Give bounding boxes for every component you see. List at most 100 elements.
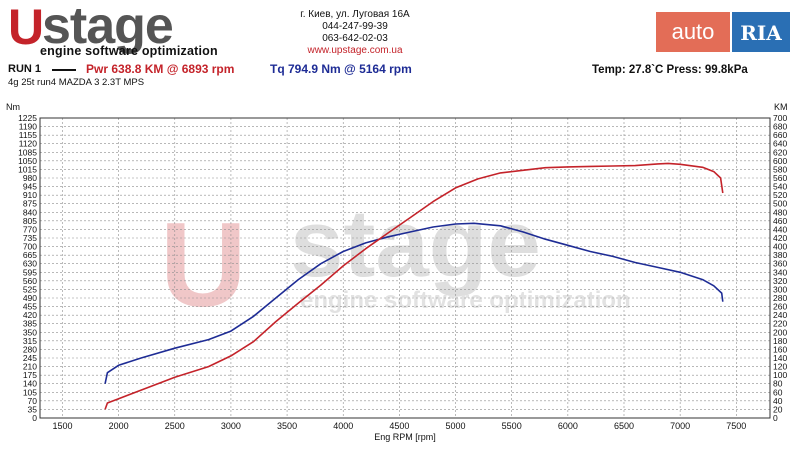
y-left-tick-label: 1190 <box>19 122 38 132</box>
y-left-tick-label: 420 <box>23 310 37 320</box>
y-right-tick-label: 20 <box>773 404 783 414</box>
y-left-tick-label: 140 <box>23 379 37 389</box>
y-left-tick-label: 805 <box>23 216 37 226</box>
y-left-tick-label: 35 <box>28 404 38 414</box>
run-label: RUN 1 <box>8 63 42 75</box>
watermark-u-mark: U <box>160 198 247 332</box>
x-tick-label: 2500 <box>165 421 185 431</box>
y-axis-left-label: Nm <box>6 102 20 112</box>
x-tick-label: 6500 <box>614 421 634 431</box>
y-right-tick-label: 500 <box>773 199 787 209</box>
y-right-tick-label: 120 <box>773 362 787 372</box>
logo-u-mark: U <box>8 0 45 55</box>
y-right-tick-label: 460 <box>773 216 787 226</box>
logo-wordmark: stage <box>42 0 174 55</box>
y-left-tick-label: 315 <box>23 336 37 346</box>
y-left-tick-label: 595 <box>23 267 37 277</box>
y-right-tick-label: 580 <box>773 164 787 174</box>
y-left-tick-label: 280 <box>23 344 37 354</box>
y-left-tick-label: 1225 <box>18 113 37 123</box>
autoria-watermark-auto: auto <box>656 12 730 52</box>
torque-peak-readout: Tq 794.9 Nm @ 5164 rpm <box>270 62 412 76</box>
y-right-tick-label: 0 <box>773 413 778 423</box>
y-right-tick-label: 480 <box>773 207 787 217</box>
y-right-tick-label: 180 <box>773 336 787 346</box>
watermark-wordmark: stage <box>290 190 541 297</box>
y-left-tick-label: 1050 <box>18 156 37 166</box>
y-right-tick-label: 700 <box>773 113 787 123</box>
y-right-tick-label: 520 <box>773 190 787 200</box>
y-right-tick-label: 440 <box>773 224 787 234</box>
chart-watermark: U stage engine software optimization <box>160 190 631 332</box>
y-left-tick-label: 1155 <box>19 130 38 140</box>
power-peak-readout: Pwr 638.8 KM @ 6893 rpm <box>86 62 235 76</box>
y-left-tick-label: 1120 <box>19 139 38 149</box>
y-right-tick-label: 100 <box>773 370 787 380</box>
y-left-tick-label: 490 <box>23 293 37 303</box>
y-left-tick-label: 735 <box>23 233 37 243</box>
y-left-tick-label: 840 <box>23 207 37 217</box>
phone-2: 063-642-02-03 <box>322 33 388 44</box>
y-left-tick-label: 350 <box>23 327 37 337</box>
y-left-tick-label: 770 <box>23 224 37 234</box>
y-left-tick-label: 875 <box>23 199 37 209</box>
watermark-tagline: engine software optimization <box>300 287 631 314</box>
y-left-tick-label: 560 <box>23 276 37 286</box>
x-tick-label: 3500 <box>277 421 297 431</box>
y-left-tick-label: 525 <box>23 284 37 294</box>
chart-series <box>104 162 724 410</box>
dyno-chart: U stage engine software optimization 0 03… <box>6 102 788 442</box>
y-right-tick-label: 660 <box>773 130 787 140</box>
y-left-tick-label: 0 <box>32 413 37 423</box>
y-right-tick-label: 80 <box>773 379 783 389</box>
plot-frame <box>39 117 771 419</box>
website-link[interactable]: www.upstage.com.ua <box>307 45 403 56</box>
x-tick-label: 4000 <box>333 421 353 431</box>
y-right-tick-label: 540 <box>773 182 787 192</box>
x-tick-label: 1500 <box>52 421 72 431</box>
x-tick-label: 5000 <box>446 421 466 431</box>
x-tick-label: 2000 <box>109 421 129 431</box>
y-right-tick-label: 680 <box>773 122 787 132</box>
x-tick-label: 6000 <box>558 421 578 431</box>
power-curve <box>104 162 724 410</box>
y-right-tick-label: 320 <box>773 276 787 286</box>
autoria-watermark-ria: RIA <box>732 12 790 52</box>
y-left-tick-label: 910 <box>23 190 37 200</box>
address-text: г. Киев, ул. Луговая 16А <box>300 9 410 20</box>
y-right-tick-label: 420 <box>773 233 787 243</box>
vehicle-description: 4g 25t run4 MAZDA 3 2.3T MPS <box>8 77 145 88</box>
y-right-tick-label: 140 <box>773 353 787 363</box>
x-tick-label: 5500 <box>502 421 522 431</box>
y-left-tick-label: 70 <box>28 396 38 406</box>
y-right-tick-label: 360 <box>773 259 787 269</box>
x-axis-label: Eng RPM [rpm] <box>374 432 436 442</box>
chart-grid <box>40 117 770 419</box>
x-tick-label: 3000 <box>221 421 241 431</box>
y-left-tick-label: 210 <box>23 362 37 372</box>
y-right-tick-label: 200 <box>773 327 787 337</box>
logo-tagline: engine software optimization <box>40 44 218 58</box>
x-tick-label: 4500 <box>389 421 409 431</box>
y-right-tick-label: 160 <box>773 344 787 354</box>
y-left-tick-label: 455 <box>23 302 37 312</box>
y-right-tick-label: 60 <box>773 387 783 397</box>
y-right-tick-label: 620 <box>773 147 787 157</box>
y-right-tick-label: 260 <box>773 302 787 312</box>
y-right-tick-label: 40 <box>773 396 783 406</box>
y-right-tick-label: 220 <box>773 319 787 329</box>
y-right-tick-label: 340 <box>773 267 787 277</box>
y-left-tick-label: 630 <box>23 259 37 269</box>
y-right-tick-label: 600 <box>773 156 787 166</box>
y-right-tick-label: 300 <box>773 284 787 294</box>
y-left-tick-label: 175 <box>23 370 37 380</box>
y-left-tick-label: 1085 <box>18 147 37 157</box>
y-right-tick-label: 560 <box>773 173 787 183</box>
y-left-tick-label: 700 <box>23 242 37 252</box>
y-left-tick-label: 665 <box>23 250 37 260</box>
y-right-tick-label: 640 <box>773 139 787 149</box>
y-right-tick-label: 280 <box>773 293 787 303</box>
torque-curve <box>104 222 724 384</box>
ambient-conditions: Temp: 27.8`C Press: 99.8kPa <box>592 64 748 76</box>
